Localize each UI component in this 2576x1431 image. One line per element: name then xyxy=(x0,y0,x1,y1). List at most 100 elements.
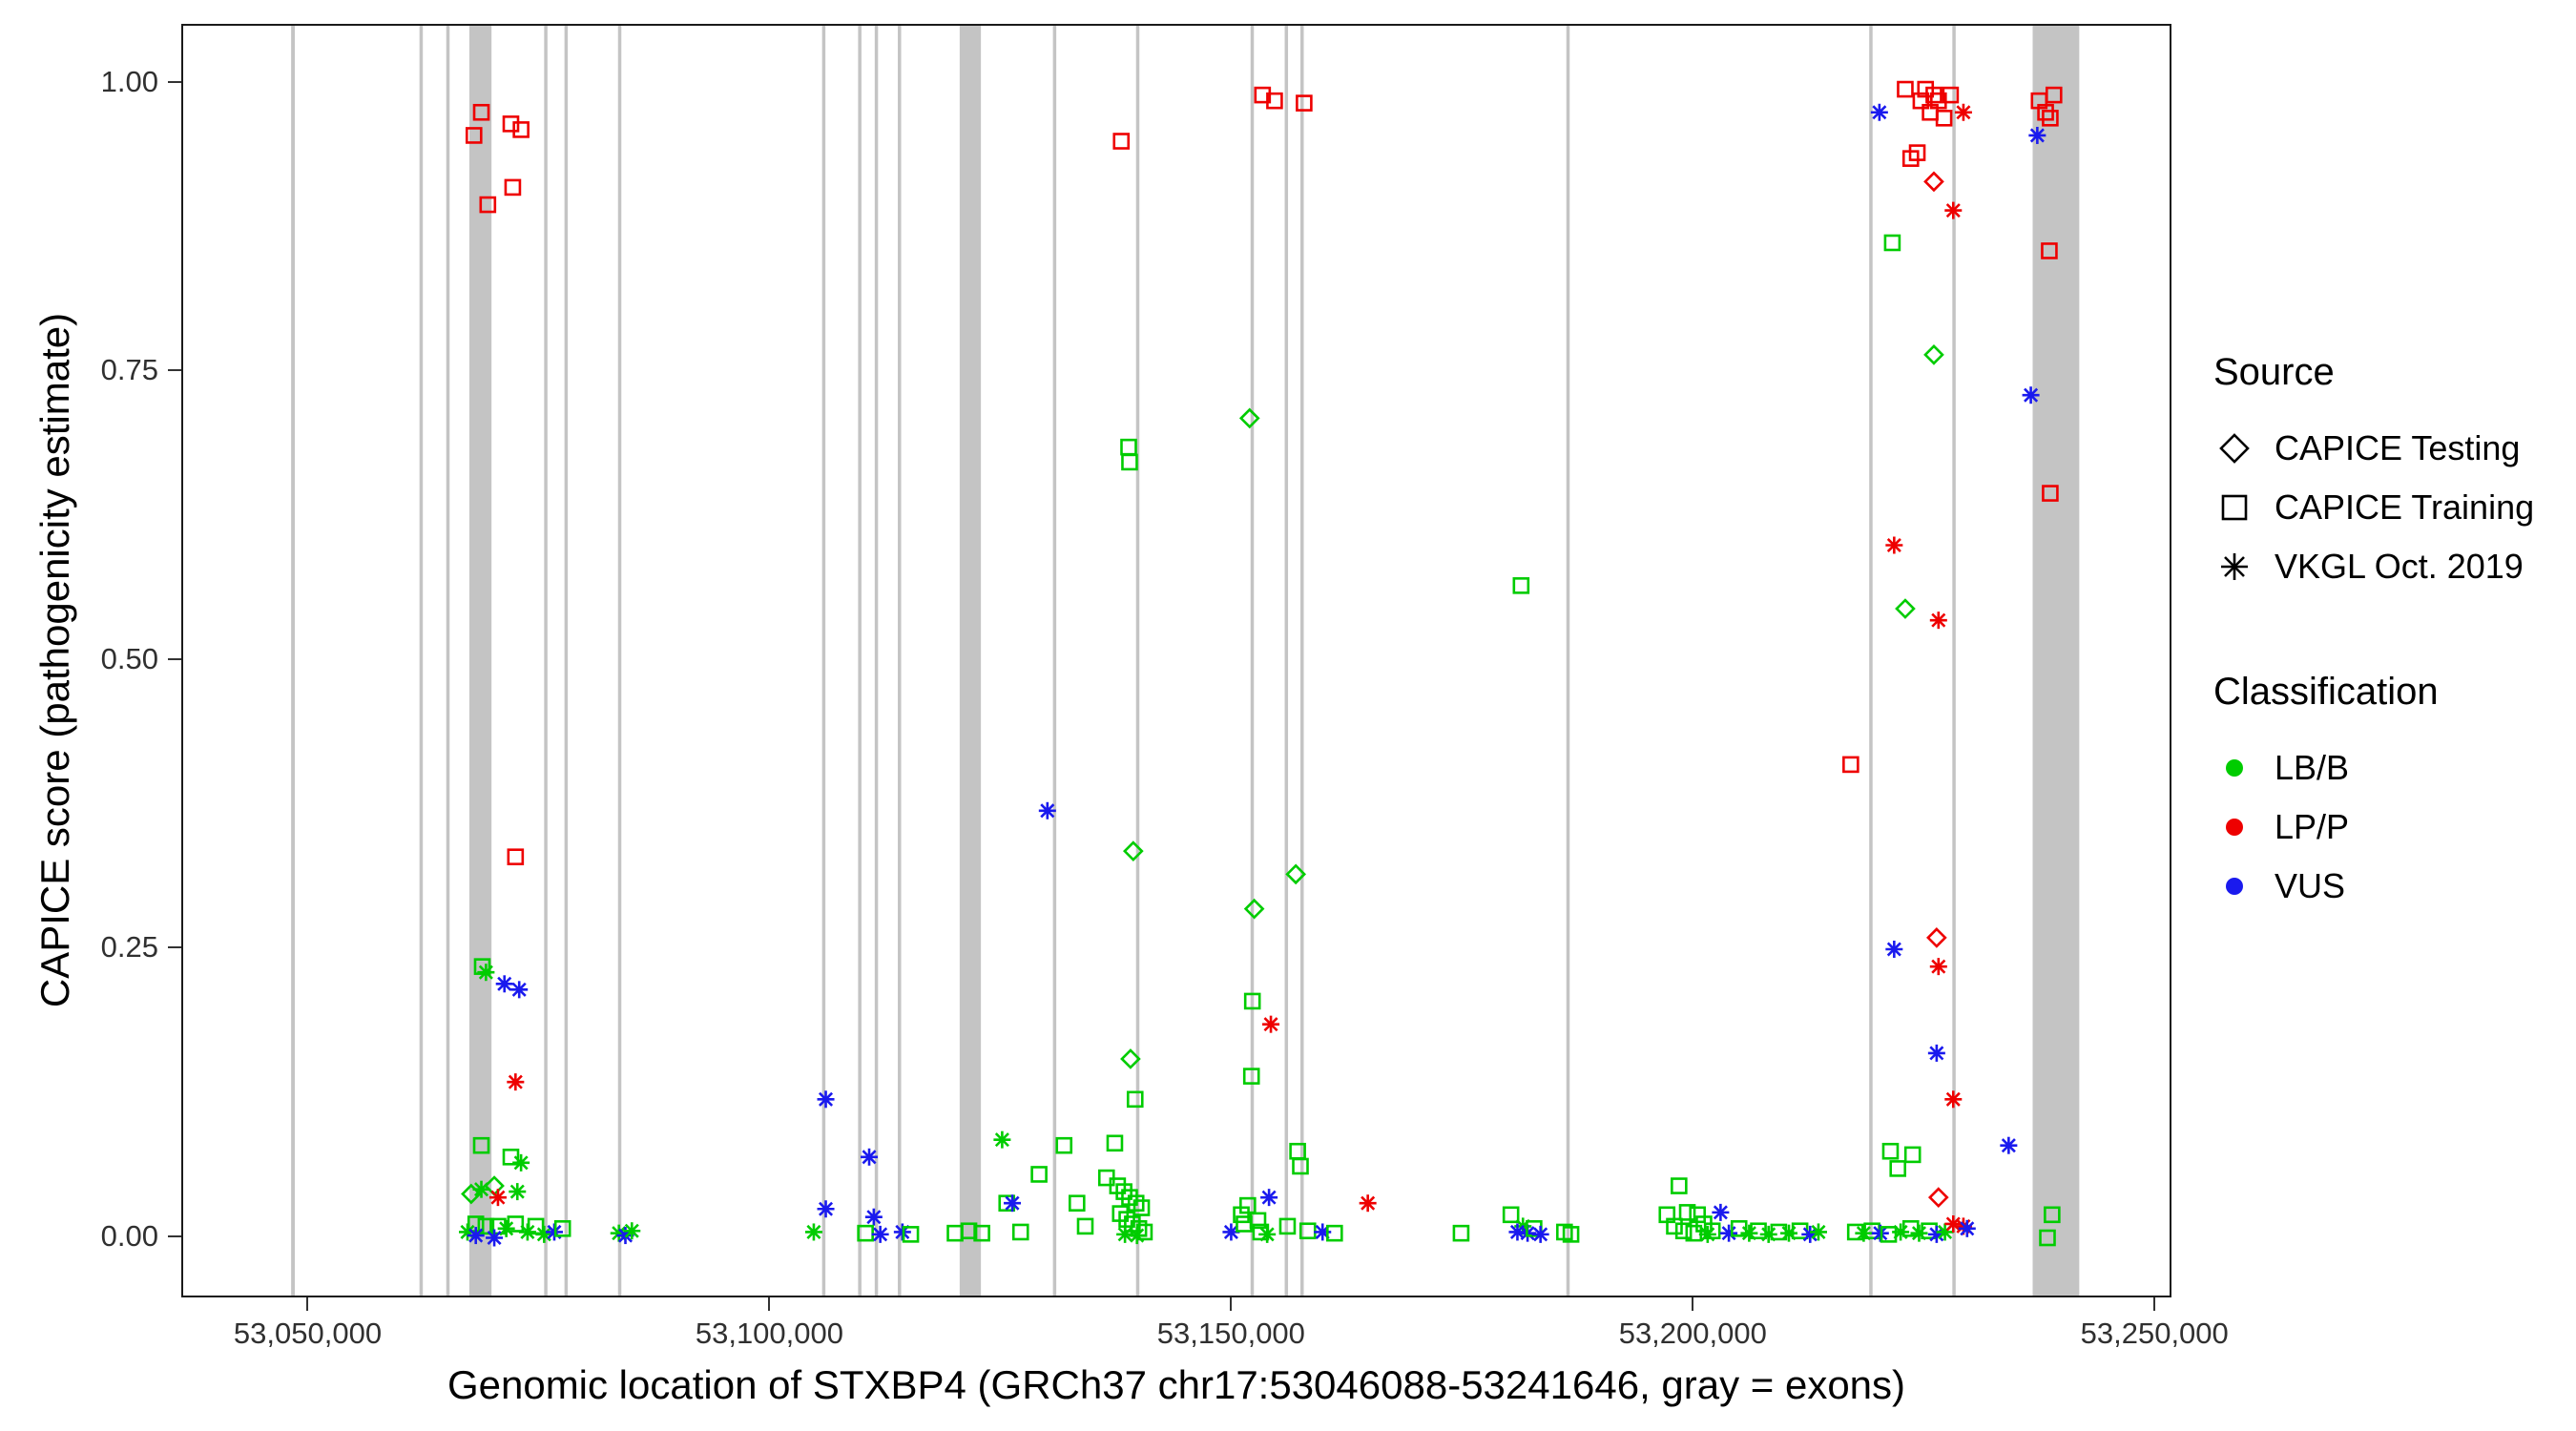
data-point xyxy=(497,1219,515,1237)
data-point xyxy=(1908,144,1926,161)
x-axis-tick xyxy=(1230,1297,1233,1311)
data-point xyxy=(1106,1134,1124,1152)
legend-item-capice-testing: CAPICE Testing xyxy=(2213,419,2576,478)
x-axis-tick xyxy=(768,1297,771,1311)
legend-group-classification: Classification LB/B LP/P VUS xyxy=(2213,671,2576,916)
x-axis-title: Genomic location of STXBP4 (GRCh37 chr17… xyxy=(447,1362,1906,1407)
data-point xyxy=(2022,386,2040,404)
data-point xyxy=(1929,612,1947,630)
x-tick-label: 53,150,000 xyxy=(1156,1317,1305,1350)
legend-item-lbb: LB/B xyxy=(2213,738,2576,798)
red-dot-icon xyxy=(2226,819,2243,836)
data-point xyxy=(623,1222,641,1240)
exon-band xyxy=(544,26,548,1296)
x-tick-label: 53,050,000 xyxy=(233,1317,383,1350)
data-point xyxy=(510,981,529,999)
data-point xyxy=(2042,485,2059,502)
data-point xyxy=(1935,110,1953,127)
data-point xyxy=(1927,1187,1949,1208)
data-point xyxy=(1720,1224,1738,1242)
data-point xyxy=(1243,898,1265,920)
data-point xyxy=(1249,1212,1267,1230)
data-point xyxy=(1895,598,1916,619)
data-point xyxy=(502,115,520,133)
x-tick-label: 53,100,000 xyxy=(695,1317,843,1350)
data-point xyxy=(1222,1223,1240,1241)
data-point xyxy=(1809,1223,1827,1241)
data-point xyxy=(1292,1157,1309,1175)
data-point xyxy=(1115,1183,1132,1200)
legend-label: LP/P xyxy=(2275,807,2350,846)
data-point xyxy=(1359,1194,1377,1213)
y-axis-tick xyxy=(168,657,181,660)
data-point xyxy=(1112,133,1131,150)
data-point xyxy=(1889,1160,1907,1177)
data-point xyxy=(477,1217,495,1235)
asterisk-icon xyxy=(2221,553,2248,580)
y-axis-tick xyxy=(168,80,181,83)
data-point xyxy=(1126,1090,1144,1109)
y-tick-label: 0.00 xyxy=(100,1218,158,1253)
data-point xyxy=(1326,1224,1343,1242)
exon-band xyxy=(1566,26,1570,1296)
data-point xyxy=(512,121,530,138)
data-point xyxy=(2037,103,2054,121)
exon-band xyxy=(858,26,862,1296)
data-point xyxy=(1562,1226,1580,1243)
exon-band xyxy=(446,26,450,1296)
data-point xyxy=(1671,1177,1688,1194)
data-point xyxy=(973,1224,990,1242)
data-point xyxy=(1122,840,1144,861)
exon-band xyxy=(898,26,902,1296)
y-tick-label: 0.75 xyxy=(100,353,158,386)
x-axis-tick xyxy=(306,1297,309,1311)
data-point xyxy=(1296,94,1313,112)
y-axis-tick xyxy=(168,1234,181,1237)
data-point xyxy=(1842,756,1859,774)
data-point xyxy=(1127,1194,1145,1212)
x-tick-label: 53,200,000 xyxy=(1618,1317,1767,1350)
data-point xyxy=(2028,126,2046,144)
data-point xyxy=(1903,1146,1922,1164)
data-point xyxy=(507,1073,525,1091)
data-point xyxy=(1120,1048,1141,1069)
data-point xyxy=(1944,1090,1963,1109)
data-point xyxy=(504,178,522,197)
exon-band xyxy=(821,26,826,1296)
data-point xyxy=(2000,1136,2018,1154)
data-point xyxy=(1883,234,1901,252)
exon-band xyxy=(2032,26,2080,1296)
data-point xyxy=(1132,1199,1151,1216)
data-point xyxy=(1258,1225,1277,1243)
legend-classification-title: Classification xyxy=(2213,671,2439,713)
data-point xyxy=(512,1153,530,1172)
legend-item-vkgl: VKGL Oct. 2019 xyxy=(2213,537,2576,596)
data-point xyxy=(553,1220,571,1237)
data-point xyxy=(1801,1225,1819,1243)
data-point xyxy=(2044,1206,2061,1224)
data-point xyxy=(1666,1217,1683,1235)
data-point xyxy=(1128,1227,1146,1245)
legend-source-title: Source xyxy=(2213,351,2335,393)
y-axis-tick xyxy=(168,369,181,371)
data-point xyxy=(1038,801,1056,819)
data-point xyxy=(1531,1225,1549,1243)
y-tick-label: 0.50 xyxy=(100,641,158,675)
data-point xyxy=(495,975,513,993)
plot-canvas xyxy=(291,26,2080,1296)
data-point xyxy=(467,1227,485,1245)
data-point xyxy=(817,1200,835,1218)
data-point xyxy=(502,1149,520,1166)
data-point xyxy=(1912,92,1930,110)
data-point xyxy=(1121,453,1138,471)
y-tick-label: 1.00 xyxy=(100,64,158,98)
data-point xyxy=(1266,92,1283,110)
data-point xyxy=(2045,86,2063,104)
data-point xyxy=(486,1229,504,1247)
x-axis-tick xyxy=(1692,1297,1694,1311)
data-point xyxy=(1925,86,1942,104)
data-point xyxy=(2042,110,2059,127)
data-point xyxy=(461,1183,482,1205)
data-point xyxy=(477,964,495,982)
